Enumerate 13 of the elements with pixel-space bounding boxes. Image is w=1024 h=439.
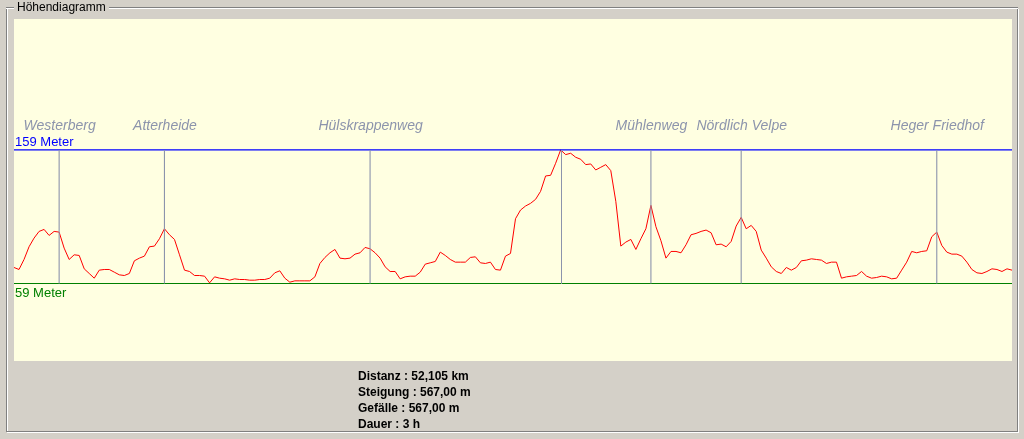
text: Distanz : 52,105 km [358,368,470,384]
text: Gefälle : 567,00 m [358,400,461,416]
x-tick-label: Heger Friedhof [890,117,987,134]
ref-line-label: 159 Meter [15,133,75,149]
x-tick-label: Atterheide [132,117,198,134]
ref-line-label: 59 Meter [15,284,67,300]
x-tick-label: Hülskrappenweg [318,117,423,134]
x-tick-label: Westerberg [23,117,96,134]
text: Steigung : 567,00 m [358,384,471,400]
x-tick-label: Mühlenweg [615,117,688,134]
chart-title: Höhendiagramm [16,0,107,14]
text: Dauer : 3 h [358,416,421,432]
x-tick-label: Nördlich Velpe [696,117,788,134]
